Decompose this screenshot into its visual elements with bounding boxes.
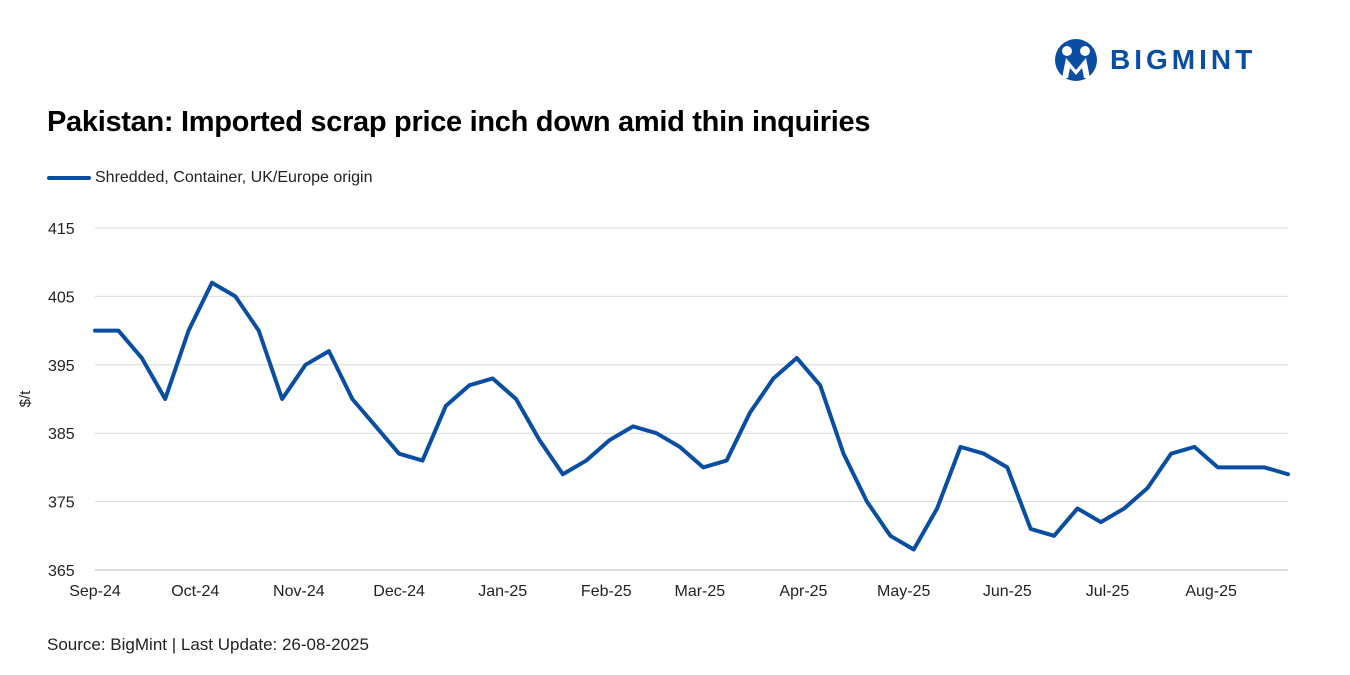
x-tick-label: Oct-24 xyxy=(171,583,219,600)
series-line xyxy=(93,280,1290,552)
legend-label: Shredded, Container, UK/Europe origin xyxy=(95,169,373,186)
x-tick-label: May-25 xyxy=(877,583,930,600)
chart-title: Pakistan: Imported scrap price inch down… xyxy=(47,106,871,138)
x-tick-label: Apr-25 xyxy=(779,583,827,600)
x-tick-label: Nov-24 xyxy=(273,583,325,600)
x-tick-label: Jul-25 xyxy=(1086,583,1130,600)
y-axis-label: $/t xyxy=(17,390,34,408)
x-tick-label: Dec-24 xyxy=(373,583,425,600)
y-tick-label: 415 xyxy=(48,221,75,238)
source-note: Source: BigMint | Last Update: 26-08-202… xyxy=(47,635,369,654)
x-tick-label: Jan-25 xyxy=(478,583,527,600)
bigmint-logo-icon xyxy=(1055,39,1097,81)
x-tick-label: Jun-25 xyxy=(983,583,1032,600)
y-tick-label: 405 xyxy=(48,289,75,306)
bigmint-logo-text: BIGMINT xyxy=(1110,44,1257,75)
legend-swatch xyxy=(47,176,91,180)
bigmint-logo: BIGMINT xyxy=(1052,38,1256,82)
legend: Shredded, Container, UK/Europe origin xyxy=(47,169,373,187)
y-tick-label: 385 xyxy=(48,426,75,443)
x-tick-label: Aug-25 xyxy=(1185,583,1237,600)
y-tick-label: 375 xyxy=(48,495,75,512)
y-tick-label: 365 xyxy=(48,563,75,580)
y-tick-label: 395 xyxy=(48,358,75,375)
x-tick-label: Feb-25 xyxy=(581,583,632,600)
x-tick-label: Sep-24 xyxy=(69,583,121,600)
x-tick-label: Mar-25 xyxy=(675,583,726,600)
